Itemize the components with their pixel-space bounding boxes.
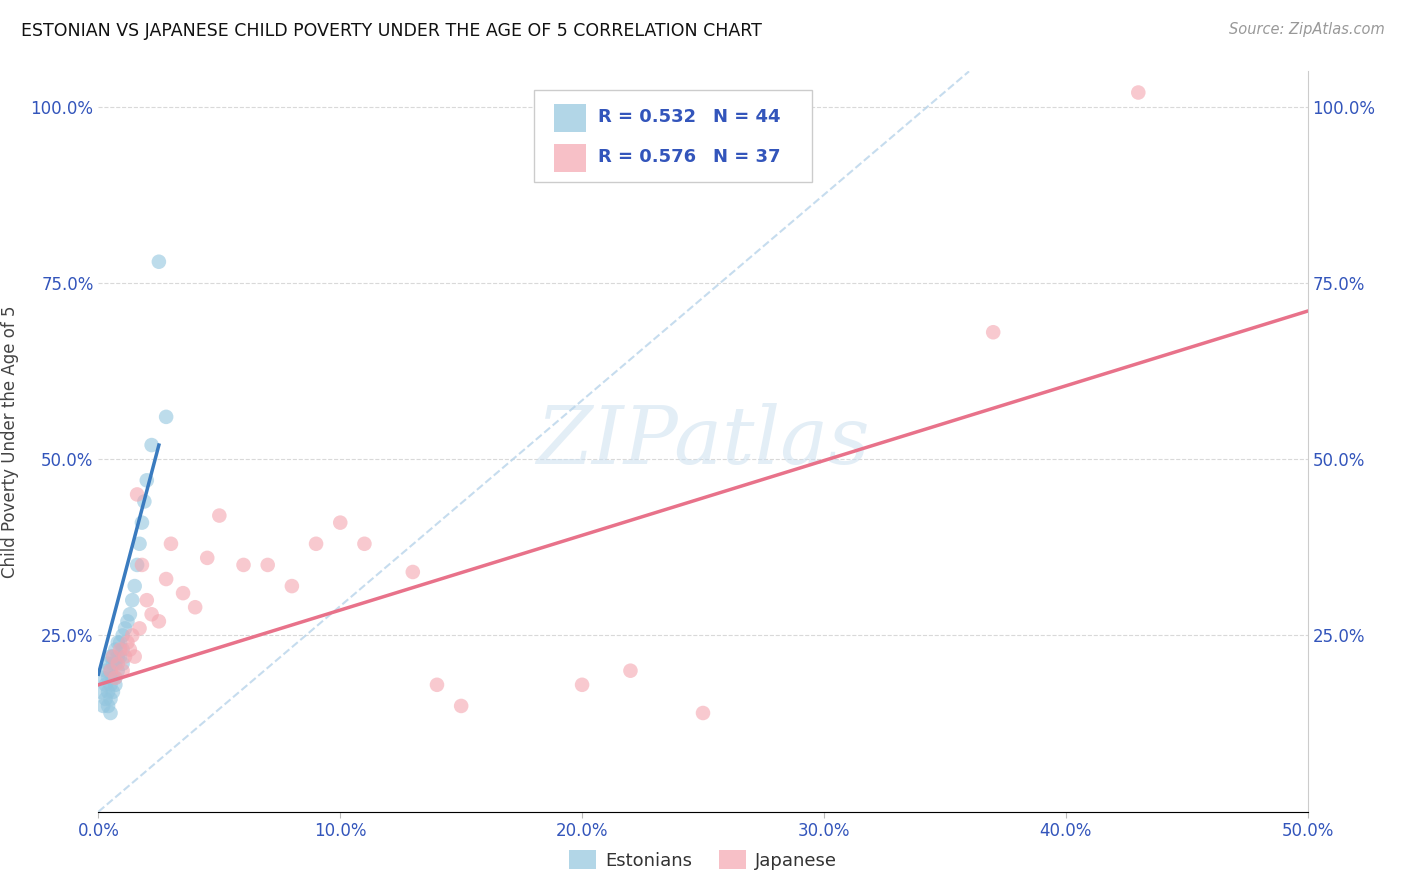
Point	[195, 550, 218, 565]
Point	[128, 537, 150, 551]
Point	[101, 649, 124, 664]
Point	[450, 698, 472, 713]
Point	[155, 572, 177, 586]
Point	[128, 621, 150, 635]
Text: ESTONIAN VS JAPANESE CHILD POVERTY UNDER THE AGE OF 5 CORRELATION CHART: ESTONIAN VS JAPANESE CHILD POVERTY UNDER…	[21, 22, 762, 40]
Text: Source: ZipAtlas.com: Source: ZipAtlas.com	[1229, 22, 1385, 37]
Point	[107, 649, 129, 664]
Point	[127, 487, 149, 501]
Point	[1128, 86, 1150, 100]
Point	[124, 649, 146, 664]
Point	[141, 607, 163, 622]
Point	[353, 537, 375, 551]
Text: N = 37: N = 37	[713, 147, 780, 166]
Point	[121, 628, 143, 642]
Point	[101, 685, 124, 699]
Point	[101, 671, 124, 685]
Point	[124, 579, 146, 593]
Point	[135, 473, 157, 487]
Point	[571, 678, 593, 692]
Point	[155, 409, 177, 424]
Text: R = 0.576: R = 0.576	[598, 147, 696, 166]
Point	[118, 607, 141, 622]
Point	[329, 516, 352, 530]
Point	[94, 664, 117, 678]
Point	[141, 438, 163, 452]
Point	[107, 635, 129, 649]
Point	[118, 642, 141, 657]
Point	[100, 664, 122, 678]
Point	[208, 508, 231, 523]
Point	[117, 615, 139, 629]
Point	[426, 678, 449, 692]
FancyBboxPatch shape	[554, 144, 586, 172]
Point	[148, 254, 170, 268]
Point	[692, 706, 714, 720]
Point	[619, 664, 641, 678]
Point	[256, 558, 278, 572]
Point	[148, 615, 170, 629]
Point	[108, 635, 131, 649]
Point	[131, 516, 153, 530]
Y-axis label: Child Poverty Under the Age of 5: Child Poverty Under the Age of 5	[1, 305, 20, 578]
Point	[981, 325, 1004, 339]
Point	[402, 565, 425, 579]
Point	[107, 657, 129, 671]
Point	[97, 671, 120, 685]
Point	[104, 671, 127, 685]
Point	[114, 621, 136, 635]
Point	[97, 657, 120, 671]
Point	[104, 657, 127, 671]
Legend: Estonians, Japanese: Estonians, Japanese	[561, 843, 845, 877]
Point	[114, 649, 136, 664]
Point	[111, 657, 134, 671]
Point	[94, 678, 117, 692]
Point	[100, 649, 122, 664]
Text: ZIPatlas: ZIPatlas	[536, 403, 870, 480]
Point	[117, 635, 139, 649]
Point	[232, 558, 254, 572]
Point	[90, 685, 112, 699]
Point	[107, 664, 129, 678]
Point	[91, 698, 114, 713]
Text: N = 44: N = 44	[713, 109, 780, 127]
Point	[134, 494, 156, 508]
Point	[121, 593, 143, 607]
Point	[135, 593, 157, 607]
Point	[108, 649, 131, 664]
Text: R = 0.532: R = 0.532	[598, 109, 696, 127]
Point	[160, 537, 183, 551]
Point	[97, 698, 120, 713]
Point	[131, 558, 153, 572]
Point	[111, 642, 134, 657]
Point	[100, 664, 122, 678]
FancyBboxPatch shape	[554, 103, 586, 132]
Point	[111, 628, 134, 642]
Point	[305, 537, 328, 551]
Point	[108, 642, 131, 657]
Point	[100, 706, 122, 720]
Point	[127, 558, 149, 572]
Point	[97, 685, 120, 699]
Point	[111, 664, 134, 678]
Point	[104, 678, 127, 692]
Point	[172, 586, 194, 600]
Point	[101, 649, 124, 664]
Point	[100, 692, 122, 706]
Point	[184, 600, 207, 615]
Point	[91, 671, 114, 685]
Point	[94, 692, 117, 706]
Point	[100, 678, 122, 692]
Point	[104, 642, 127, 657]
Point	[101, 657, 124, 671]
Point	[281, 579, 304, 593]
FancyBboxPatch shape	[534, 90, 811, 183]
Point	[104, 671, 127, 685]
